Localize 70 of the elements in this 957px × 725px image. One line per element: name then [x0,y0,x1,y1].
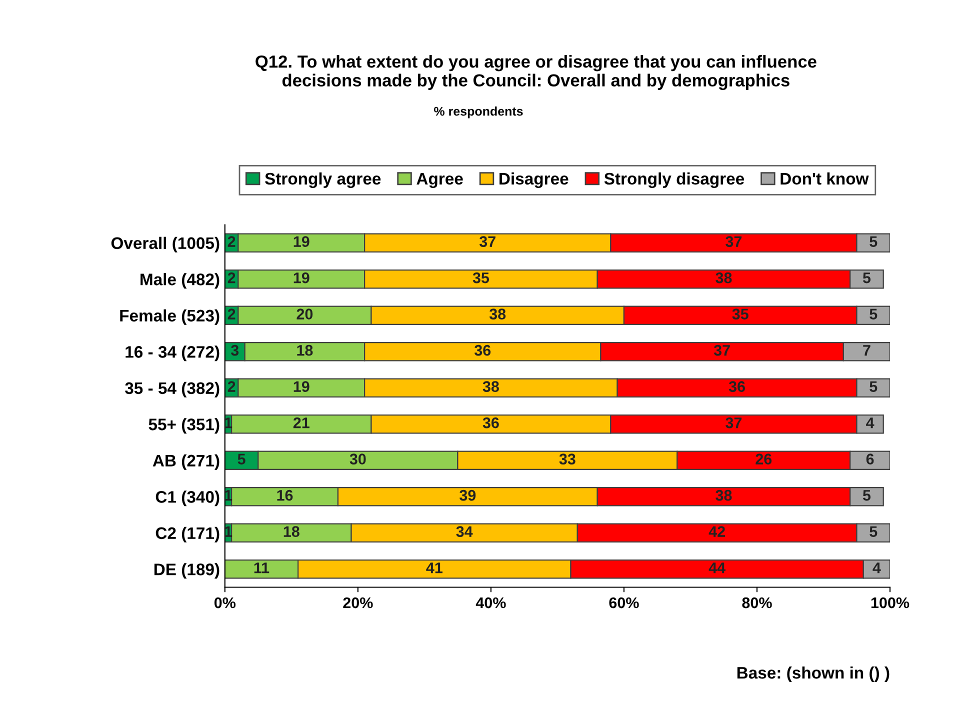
x-tick-label: 60% [609,597,639,608]
x-tick-label: 100% [871,597,910,608]
data-label: 2 [228,381,236,392]
legend-label: Agree [416,173,463,188]
data-label: 42 [708,526,725,537]
legend-label: Strongly disagree [604,172,744,188]
data-label: 2 [228,236,236,247]
data-label: 4 [872,562,881,574]
y-tick-label: C2 (171) [156,526,220,542]
y-tick-label: 16 - 34 (272) [126,346,220,362]
chart-subtitle: % respondents [434,106,523,118]
y-tick-label: C1 (340) [156,490,220,506]
data-label: 38 [489,308,506,320]
data-label: 5 [870,236,878,247]
data-label: 38 [716,272,732,284]
data-label: 36 [474,344,491,356]
data-label: 5 [862,272,871,284]
data-label: 37 [726,417,742,428]
y-tick-label: 55+ (351) [148,418,220,434]
data-label: 21 [293,417,310,428]
data-label: 5 [238,454,246,464]
data-label: 36 [728,381,745,392]
data-label: 39 [460,490,476,501]
data-label: 38 [716,490,732,501]
data-label: 5 [870,526,878,537]
data-label: 34 [456,526,473,537]
x-tick-label: 80% [742,597,772,608]
data-label: 19 [294,381,310,392]
data-label: 18 [284,526,300,537]
data-label: 5 [870,381,878,392]
data-label: 5 [870,308,878,320]
y-tick-label: Male (482) [140,273,220,289]
y-tick-label: AB (271) [152,454,220,470]
chart-title: Q12. To what extent do you agree or disagree that you can influence decisions made by the Council: Overall and by demographics [256,54,816,90]
data-label: 41 [426,562,442,574]
x-tick-label: 40% [476,597,506,608]
data-label: 36 [482,417,499,428]
data-label: 18 [297,344,313,356]
text: Base: (shown in () ) [737,666,890,682]
data-label: 30 [350,454,366,464]
x-tick-label: 0% [214,597,236,608]
data-label: 5 [862,490,871,501]
data-label: 20 [296,308,313,320]
y-tick-label: DE (189) [154,563,220,579]
data-label: 26 [756,454,772,464]
data-label: 11 [254,562,270,574]
data-label: 7 [863,345,870,356]
data-label: 35 [732,308,748,320]
data-label: 2 [228,308,236,320]
data-label: 37 [714,344,730,356]
x-tick-label: 20% [343,597,373,608]
data-label: 44 [708,562,726,574]
y-tick-label: 35 - 54 (382) [125,382,220,398]
data-label: 19 [294,272,310,284]
y-tick-label: Female (523) [120,309,220,325]
data-label: 6 [866,454,874,464]
data-label: 37 [726,236,742,247]
data-label: 4 [866,418,874,428]
data-label: 19 [294,236,310,247]
data-label: 37 [479,236,496,247]
data-label: 35 [472,272,490,284]
data-label: 3 [230,344,239,356]
legend-label: Disagree [500,172,568,188]
legend-label: Strongly agree [264,172,381,188]
data-label: 38 [482,381,499,392]
y-tick-label: Overall (1005) [111,236,220,252]
data-label: 16 [277,490,293,501]
legend-label: Don't know [780,172,869,185]
data-label: 33 [559,454,576,464]
data-label: 2 [228,272,236,284]
